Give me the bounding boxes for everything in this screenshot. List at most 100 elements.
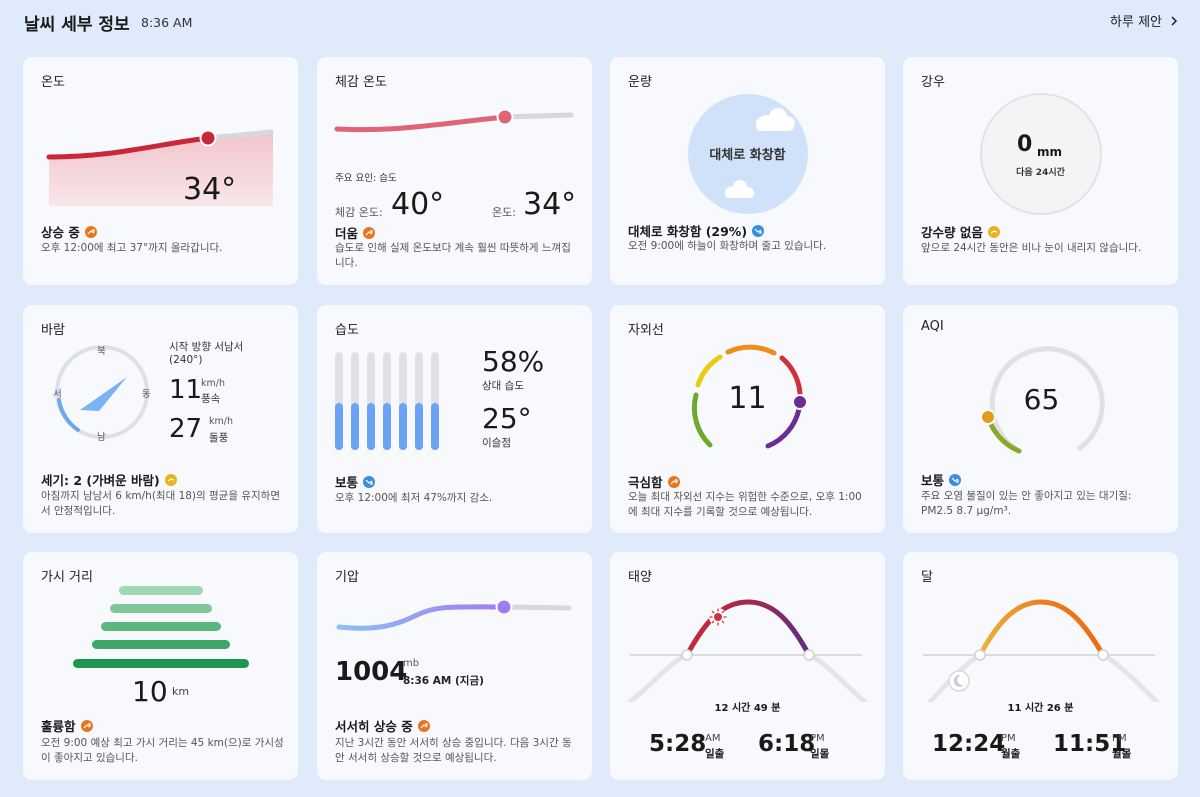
trend-up-icon [417,719,430,732]
cloud-cover-card[interactable]: 운량 대체로 화창함 대체로 화창함 (29%) 오전 9:00에 하늘이 화창… [610,57,885,285]
pressure-time: 8:36 AM (지금) [403,675,484,687]
uv-index-value: 11 [728,381,767,416]
sunrise-ampm: AM [705,733,721,744]
wind-speed-unit: km/h [201,378,225,389]
trend-up-icon [667,475,680,488]
precipitation-period: 다음 24시간 [1016,168,1065,178]
card-title: 가시 거리 [41,570,93,585]
moon-duration: 11 시간 26 분 [1007,703,1074,714]
moonset-time: 11:51 [1053,731,1127,757]
pressure-trend-graph [336,598,572,631]
wind-gust-unit: km/h [209,416,233,427]
sun-arc-graph [627,599,868,702]
feels-like-value: 40° [391,187,445,222]
card-title: 바람 [41,323,65,338]
card-description: 아침까지 남남서 6 km/h(최대 18)의 평균을 유지하면서 안정적입니다… [41,490,280,517]
uv-index-card[interactable]: 자외선 11 극심함 오늘 최대 자외선 지수는 위험한 수준으로, 오후 1:… [610,305,885,533]
card-title: 자외선 [628,323,664,338]
wind-degrees: (240°) [169,354,203,366]
moonset-ampm: PM [1112,733,1127,744]
status-text: 세기: 2 (가벼운 바람) [41,473,160,488]
precipitation-card[interactable]: 강우 0 mm 다음 24시간 강수량 없음 앞으로 24시간 동안은 비나 눈… [903,57,1178,285]
compass-south: 남 [97,432,106,443]
dew-point-value: 25° [482,402,532,435]
moon-icon [948,670,970,692]
wind-compass [55,345,149,439]
card-description: 오늘 최대 자외선 지수는 위험한 수준으로, 오후 1:00에 최대 지수를 … [628,491,862,518]
daylight-duration: 12 시간 49 분 [714,703,781,714]
status-text: 보통 [921,473,945,488]
card-title: 운량 [628,75,652,90]
status-text: 강수량 없음 [921,225,983,240]
actual-temp-label: 온도: [492,206,516,219]
sun-icon [709,608,727,626]
moonrise-time: 12:24 [932,731,1006,757]
card-description: 오후 12:00에 최저 47%까지 감소. [335,492,493,504]
card-description: 주요 오염 물질이 있는 안 좋아지고 있는 대기질: PM2.5 8.7 μg… [921,490,1132,517]
humidity-card[interactable]: 습도 58% 상대 습도 25° 이슬점 보통 오후 12:00에 최저 47%… [317,305,592,533]
card-title: 체감 온도 [335,75,387,90]
feels-like-trend-graph [334,108,574,133]
status-badge: 더움 [335,223,376,242]
status-text: 보통 [335,475,359,490]
chevron-right-icon [1171,15,1178,26]
wind-speed-value: 11 [169,375,203,405]
top-bar: 날씨 세부 정보 8:36 AM 하루 제안 [0,0,1200,46]
temperature-trend-graph [46,129,274,206]
status-badge: 보통 [335,472,376,491]
moonrise-label: 월출 [1001,748,1021,760]
pressure-card[interactable]: 기압 1004 mb 8:36 AM (지금) 서서히 상승 중 지난 3시간 … [317,552,592,780]
status-text: 훌륭함 [41,719,76,734]
card-description: 앞으로 24시간 동안은 비나 눈이 내리지 않습니다. [921,242,1142,254]
uv-gauge [691,344,808,449]
card-title: AQI [921,319,944,334]
dew-point-label: 이슬점 [482,437,511,449]
daily-suggestion-link[interactable]: 하루 제안 [1110,11,1180,30]
compass-north: 북 [97,346,106,357]
humidity-value: 58% [482,345,545,378]
moon-card[interactable]: 달 11 시간 26 분 12:24 PM 월출 11:51 PM 월몰 [903,552,1178,780]
card-title: 달 [921,570,933,585]
status-badge: 대체로 화창함 (29%) [628,221,765,240]
visibility-unit: km [172,685,190,698]
status-badge: 보통 [921,470,962,489]
trend-down-icon [752,224,765,237]
cloud-cover-circle [688,94,808,214]
card-description: 지난 3시간 동안 서서히 상승 중입니다. 다음 3시간 동안 서서히 상승할… [335,737,572,764]
moonrise-ampm: PM [1001,733,1016,744]
pressure-value: 1004 [335,657,408,687]
temperature-card[interactable]: 온도 34° 상승 중 오후 12:00에 최고 37°까지 올라갑니다. [23,57,298,285]
trend-up-icon [363,226,376,239]
current-time: 8:36 AM [141,15,193,30]
sunset-label: 일몰 [810,748,830,760]
card-title: 강우 [921,75,945,90]
sun-card[interactable]: 태양 12 시간 49 분 5:28 AM 일출 6:18 PM 일몰 [610,552,885,780]
wind-card[interactable]: 바람 북 남 서 동 시작 방향 서남서 (240°) 11 km/h 풍속 2… [23,305,298,533]
cloud-cover-center-text: 대체로 화창함 [709,148,786,163]
aqi-gauge [980,346,1105,454]
compass-east: 동 [142,389,151,400]
aqi-card[interactable]: AQI 65 보통 주요 오염 물질이 있는 안 좋아지고 있는 대기질: PM… [903,305,1178,533]
precipitation-value: 0 [1017,132,1033,157]
card-title: 태양 [628,570,652,585]
status-badge: 강수량 없음 [921,222,1000,241]
card-description: 오전 9:00 예상 최고 가시 거리는 45 km(으)로 가시성이 좋아지고… [41,737,284,764]
actual-temp-value: 34° [523,187,577,222]
feels-like-card[interactable]: 체감 온도 주요 요인: 습도 체감 온도: 40° 온도: 34° 더움 습도… [317,57,592,285]
visibility-value: 10 [132,675,168,708]
visibility-card[interactable]: 가시 거리 10 km 훌륭함 오전 9:00 예상 최고 가시 거리는 45 … [23,552,298,780]
status-badge: 훌륭함 [41,716,93,735]
cloud-icon [725,108,795,198]
sunrise-time: 5:28 [649,731,707,757]
moonset-label: 월몰 [1112,748,1132,760]
trend-down-icon [363,475,376,488]
card-title: 기압 [335,570,359,585]
status-badge: 상승 중 [41,222,97,241]
visibility-bars [73,586,249,668]
status-text: 더움 [335,226,359,241]
wind-gust-value: 27 [169,414,203,444]
sunset-ampm: PM [810,733,825,744]
card-description: 습도로 인해 실제 온도보다 계속 훨씬 따뜻하게 느껴집니다. [335,242,571,269]
card-title: 습도 [335,323,359,338]
trend-down-icon [949,473,962,486]
